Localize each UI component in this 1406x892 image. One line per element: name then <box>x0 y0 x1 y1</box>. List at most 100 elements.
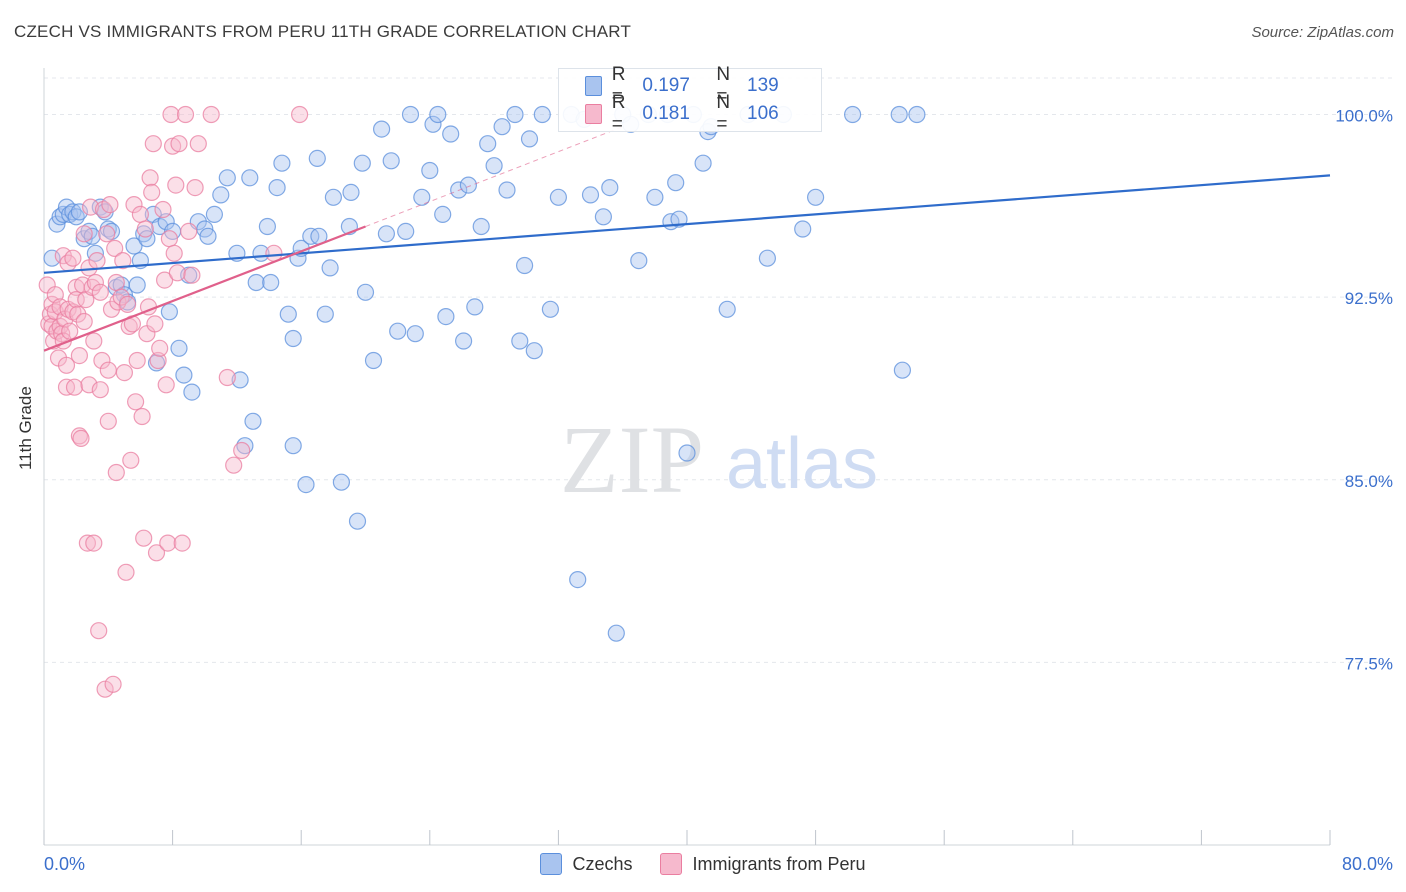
y-tick-label: 100.0% <box>1335 107 1393 126</box>
czech-point <box>231 371 249 389</box>
czech-point <box>429 105 447 124</box>
peru-point <box>167 176 185 194</box>
peru-point <box>125 196 143 214</box>
peru-point <box>86 273 105 292</box>
peru-point <box>122 451 140 469</box>
czech-point <box>377 225 395 243</box>
legend-r-label: R = <box>611 64 626 107</box>
peru-point <box>75 312 93 331</box>
czech-point <box>908 105 926 124</box>
czech-point <box>506 105 524 124</box>
czech-trend-line <box>43 174 1331 274</box>
peru-point <box>159 534 177 552</box>
peru-legend-swatch-icon <box>660 853 683 875</box>
czech-point <box>262 273 280 292</box>
peru-point <box>64 249 82 267</box>
czech-point <box>212 186 230 204</box>
y-tick-label: 92.5% <box>1345 289 1393 308</box>
czech-point <box>406 325 424 343</box>
czech-point <box>437 308 455 326</box>
peru-point <box>78 534 97 552</box>
peru-point <box>61 322 79 340</box>
peru-point <box>75 225 93 243</box>
legend-item-czechs[interactable]: Czechs <box>540 853 632 875</box>
peru-point <box>147 544 166 562</box>
czech-point <box>342 183 360 201</box>
peru-point <box>146 315 164 333</box>
legend-peru-n: 106 <box>747 103 779 124</box>
peru-point <box>218 368 236 387</box>
peru-point <box>91 283 109 301</box>
peru-point <box>98 225 116 243</box>
czech-point <box>520 130 539 148</box>
peru-point <box>117 563 135 581</box>
peru-point <box>106 239 124 257</box>
peru-point <box>127 393 145 411</box>
czech-point <box>794 220 812 238</box>
legend-row-peru: R = 0.181 N = 106 <box>585 92 821 135</box>
czech-point <box>268 179 286 197</box>
legend-czechs-label: Czechs <box>572 853 633 874</box>
peru-point <box>99 361 117 379</box>
y-tick-label: 77.5% <box>1345 654 1393 673</box>
peru-point <box>144 135 162 153</box>
czech-point <box>247 273 265 292</box>
czech-point <box>382 152 400 170</box>
czech-point <box>607 624 625 642</box>
czech-point <box>758 249 777 267</box>
legend-peru-r: 0.181 <box>642 103 690 124</box>
czech-point <box>64 203 82 221</box>
peru-point <box>180 222 198 240</box>
czech-point <box>332 473 350 491</box>
czechs-legend-swatch-icon <box>540 853 563 875</box>
legend-r-label: R = <box>611 92 626 135</box>
czech-point <box>128 276 146 294</box>
peru-point <box>101 196 119 214</box>
peru-point <box>104 675 122 693</box>
data-points <box>38 105 926 698</box>
y-tick-label: 85.0% <box>1345 472 1393 491</box>
peru-point <box>131 205 149 223</box>
peru-point <box>114 252 132 270</box>
czech-point <box>549 188 568 206</box>
peru-point <box>143 183 161 201</box>
legend-czechs-n: 139 <box>747 75 779 96</box>
watermark-atlas: atlas <box>726 424 878 504</box>
peru-point <box>115 364 134 382</box>
czech-point <box>466 298 484 316</box>
x-tick-label: 0.0% <box>44 854 85 874</box>
czech-point <box>581 186 600 204</box>
czech-point <box>205 205 223 223</box>
czech-point <box>199 227 217 245</box>
czech-point <box>485 157 503 175</box>
peru-point <box>93 351 111 370</box>
peru-point <box>173 534 191 552</box>
czech-point <box>459 176 477 194</box>
peru-point <box>90 622 108 640</box>
peru-point <box>160 230 178 248</box>
czech-point <box>297 476 315 494</box>
peru-point <box>186 179 204 197</box>
czech-point <box>594 208 613 226</box>
legend-item-peru[interactable]: Immigrants from Peru <box>660 853 866 875</box>
peru-point <box>136 220 154 238</box>
peru-point <box>133 407 151 426</box>
czech-point <box>183 383 201 401</box>
czech-point <box>511 332 529 350</box>
czech-point <box>70 203 89 221</box>
peru-point <box>183 266 201 284</box>
czech-point <box>284 437 302 455</box>
peru-point <box>189 135 207 153</box>
peru-point <box>165 244 183 262</box>
legend-row-czechs: R = 0.197 N = 139 <box>585 64 821 107</box>
czech-point <box>67 208 85 226</box>
legend-n-label: N = <box>716 92 731 135</box>
czech-point <box>397 222 415 240</box>
czech-point <box>893 361 912 379</box>
czech-point <box>389 322 407 340</box>
czech-point <box>284 329 302 348</box>
peru-point <box>291 105 309 124</box>
czech-point <box>236 437 254 455</box>
czech-point <box>356 283 375 301</box>
